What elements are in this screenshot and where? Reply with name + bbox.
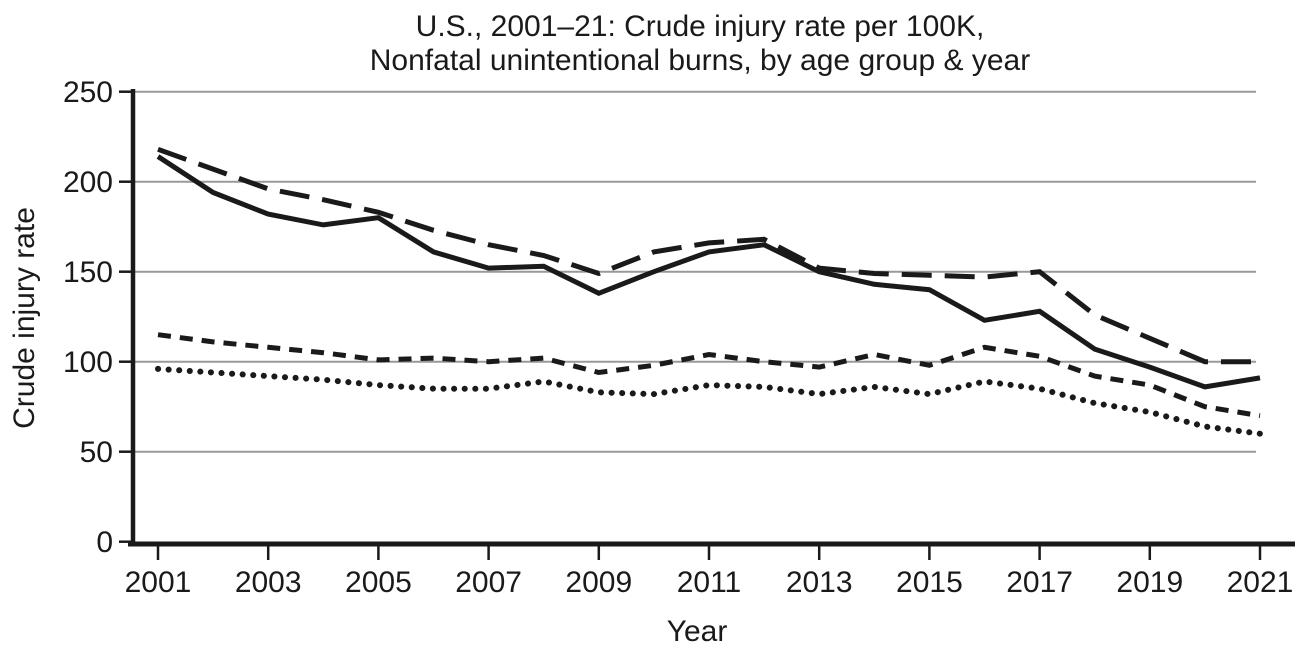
series-line-long-dash: [157, 146, 1260, 365]
y-tick-label-100: 100: [63, 346, 113, 379]
x-tick-label-2011: 2011: [677, 566, 742, 599]
x-tick-label-2003: 2003: [235, 566, 302, 599]
chart-title-line2: Nonfatal unintentional burns, by age gro…: [370, 44, 1030, 77]
y-tick-label-50: 50: [80, 436, 113, 469]
tick-labels: 0 50 100 150 200 250 2001 2003 2005 2007 2009 2011 2…: [63, 76, 1293, 599]
x-axis-label: Year: [667, 615, 728, 648]
series-line-dotted: [155, 365, 1263, 437]
y-axis-label: Crude injury rate: [8, 207, 41, 429]
y-tick-label-200: 200: [63, 166, 113, 199]
y-tick-label-0: 0: [96, 526, 113, 559]
x-tick-label-2007: 2007: [455, 566, 522, 599]
x-tick-label-2009: 2009: [565, 566, 632, 599]
x-tick-label-2015: 2015: [896, 566, 963, 599]
x-tick-label-2021: 2021: [1227, 566, 1294, 599]
y-tick-label-150: 150: [63, 256, 113, 289]
x-tick-label-2001: 2001: [125, 566, 192, 599]
gridlines: [135, 90, 1256, 453]
x-tick-label-2019: 2019: [1116, 566, 1183, 599]
series-line-solid: [156, 154, 1261, 390]
axes: [119, 89, 1295, 560]
y-tick-label-250: 250: [63, 76, 113, 109]
x-tick-label-2017: 2017: [1006, 566, 1073, 599]
x-tick-label-2005: 2005: [345, 566, 412, 599]
x-tick-label-2013: 2013: [786, 566, 853, 599]
series-line-short-dash: [157, 332, 1261, 419]
chart-title-line1: U.S., 2001–21: Crude injury rate per 100…: [416, 10, 985, 43]
series-lines: [155, 146, 1263, 437]
